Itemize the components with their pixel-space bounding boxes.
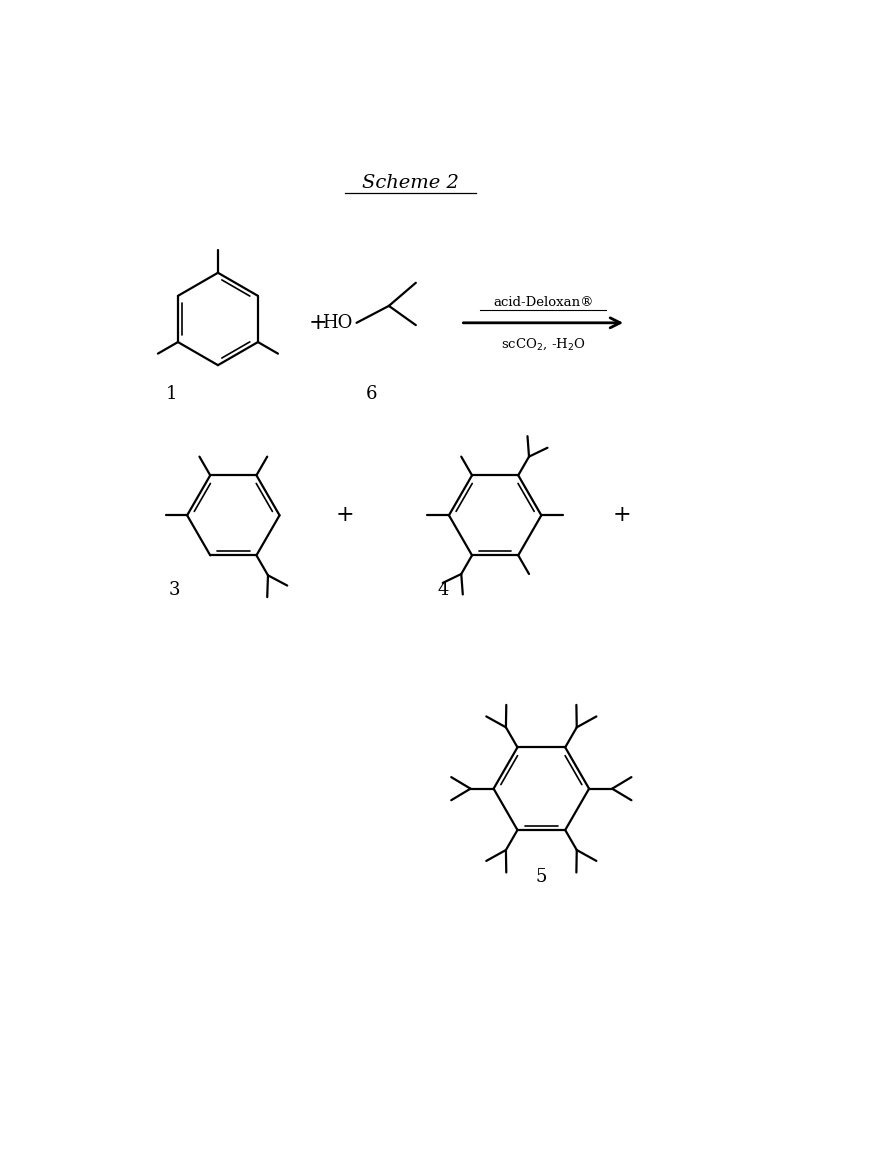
Text: +: +: [613, 505, 631, 527]
Text: 6: 6: [367, 385, 377, 402]
Text: +: +: [308, 312, 327, 334]
Text: Scheme 2: Scheme 2: [362, 174, 459, 192]
Text: 4: 4: [438, 582, 449, 599]
Text: 3: 3: [168, 582, 180, 599]
Text: scCO$_2$, -H$_2$O: scCO$_2$, -H$_2$O: [501, 336, 586, 352]
Text: +: +: [335, 505, 354, 527]
Text: acid-Deloxan®: acid-Deloxan®: [493, 295, 594, 308]
Text: HO: HO: [323, 314, 353, 331]
Text: 1: 1: [166, 385, 178, 402]
Text: 5: 5: [536, 869, 547, 886]
